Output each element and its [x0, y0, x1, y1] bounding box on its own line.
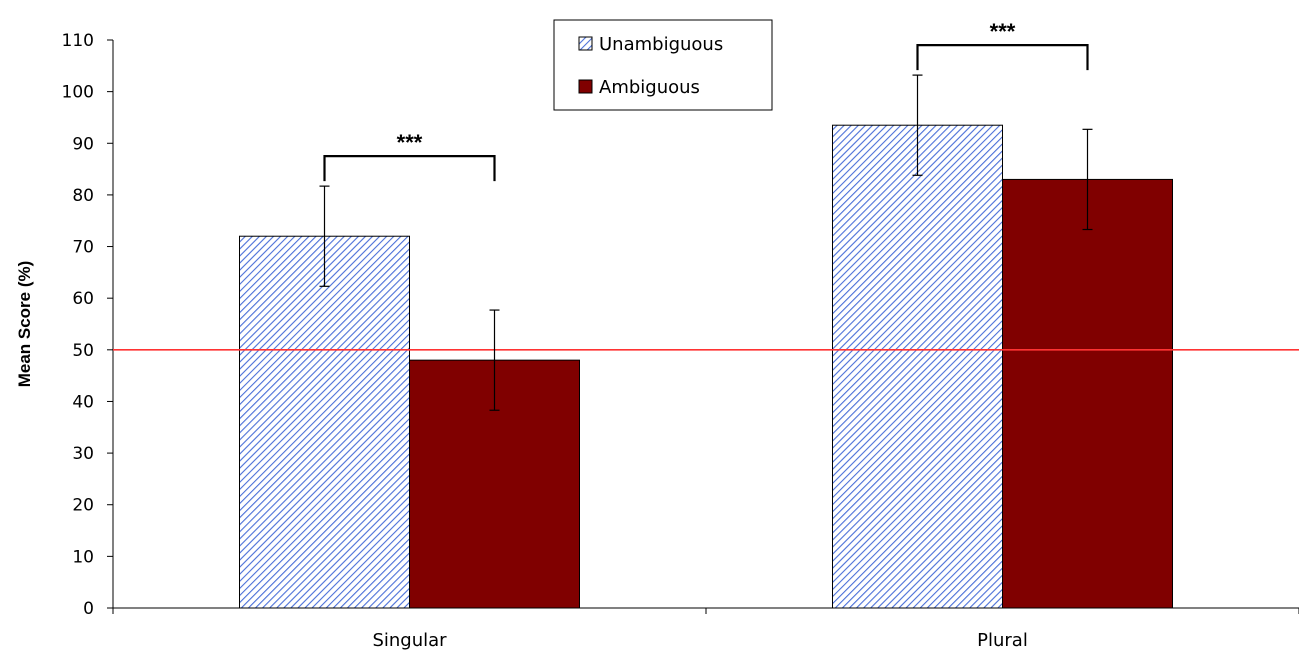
significance-bracket — [323, 155, 496, 182]
x-category-label: Singular — [372, 630, 447, 651]
y-tick-label: 0 — [83, 599, 94, 619]
y-tick-label: 80 — [72, 186, 94, 206]
error-bars — [319, 74, 1093, 411]
legend-label: Ambiguous — [599, 77, 700, 98]
axes: 0 10 20 30 40 50 60 70 80 90 100 110 Mean Score (%) S… — [15, 31, 1299, 651]
significance-brackets: *** *** — [323, 19, 1089, 182]
y-tick-label: 10 — [72, 547, 94, 567]
bar-ambiguous — [1002, 178, 1173, 609]
y-tick-label: 30 — [72, 444, 94, 464]
legend: Unambiguous Ambiguous — [553, 19, 773, 111]
bar-unambiguous — [239, 235, 410, 609]
legend-label: Unambiguous — [599, 34, 723, 55]
y-tick-label: 50 — [72, 341, 94, 361]
y-tick-label: 60 — [72, 289, 94, 309]
y-tick-label: 90 — [72, 134, 94, 154]
y-tick-label: 100 — [62, 83, 94, 103]
legend-swatch — [578, 79, 593, 94]
y-tick-label: 110 — [62, 31, 94, 51]
bars — [239, 124, 1173, 609]
significance-label: *** — [990, 19, 1016, 44]
significance-bracket — [916, 44, 1089, 71]
bar-unambiguous — [832, 124, 1003, 609]
y-tick-label: 20 — [72, 496, 94, 516]
x-category-label: Plural — [977, 630, 1028, 651]
y-tick-label: 70 — [72, 238, 94, 258]
y-tick-label: 40 — [72, 392, 94, 412]
y-axis-title: Mean Score (%) — [15, 261, 34, 388]
significance-label: *** — [397, 130, 423, 155]
legend-swatch — [578, 36, 593, 51]
legend-box — [553, 19, 773, 111]
